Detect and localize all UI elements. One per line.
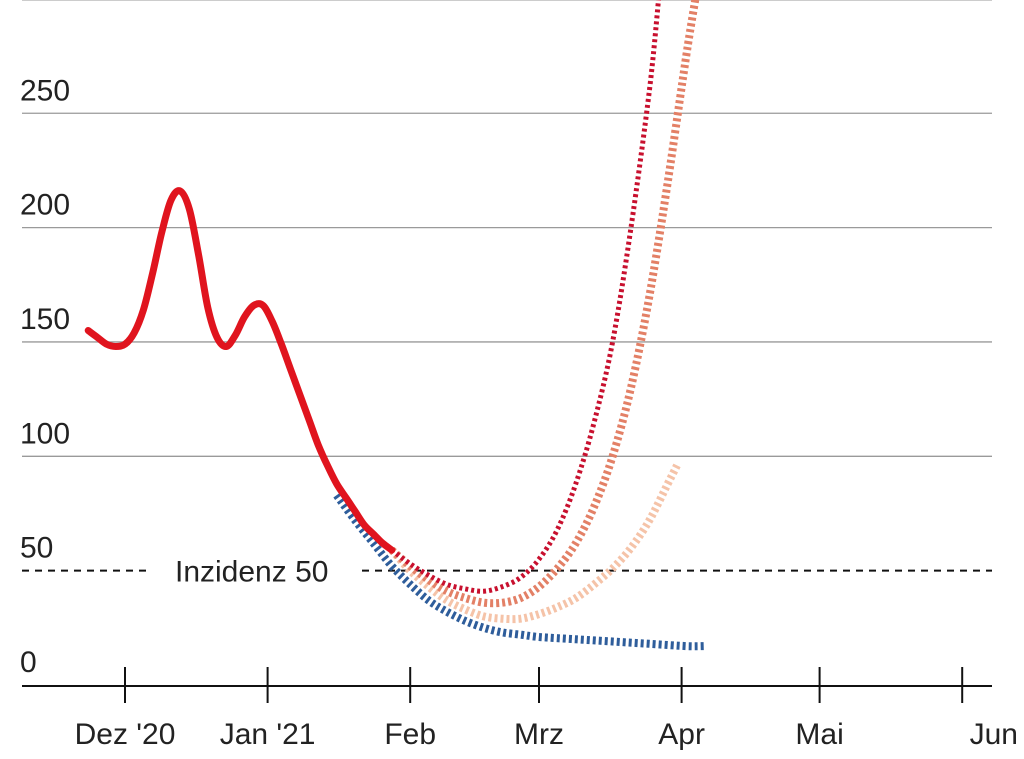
x-tick-label-0: Dez '20: [75, 718, 176, 751]
x-tick-label-5: Mai: [795, 718, 843, 751]
series-line-observed: [84, 187, 396, 554]
x-tick-label-4: Apr: [658, 718, 705, 751]
x-tick-label-2: Feb: [384, 718, 436, 751]
x-tick-labels: Dez '20 Jan '21 Feb Mrz Apr Mai Jun: [75, 718, 1018, 751]
series-line-scenario-2: [389, 0, 700, 608]
y-tick-labels: 0 50 100 150 200 250: [20, 74, 70, 679]
x-tick-label-3: Mrz: [514, 718, 564, 751]
series-line-scenario-1: [390, 0, 662, 594]
y-tick-label-150: 150: [20, 303, 70, 336]
series-line-scenario-4: [333, 492, 705, 651]
y-tick-label-50: 50: [20, 532, 53, 565]
reference-line-group: Inzidenz 50: [22, 556, 992, 589]
gridlines: [22, 0, 992, 457]
series-group: [84, 0, 705, 651]
x-tick-label-6: Jun: [970, 718, 1018, 751]
x-tick-label-1: Jan '21: [220, 718, 316, 751]
y-tick-label-100: 100: [20, 417, 70, 450]
x-axis: [22, 667, 992, 703]
reference-line-label: Inzidenz 50: [175, 556, 328, 589]
y-tick-label-250: 250: [20, 74, 70, 107]
y-tick-label-200: 200: [20, 189, 70, 222]
series-line-scenario-3: [388, 463, 681, 624]
y-tick-label-0: 0: [20, 646, 37, 679]
